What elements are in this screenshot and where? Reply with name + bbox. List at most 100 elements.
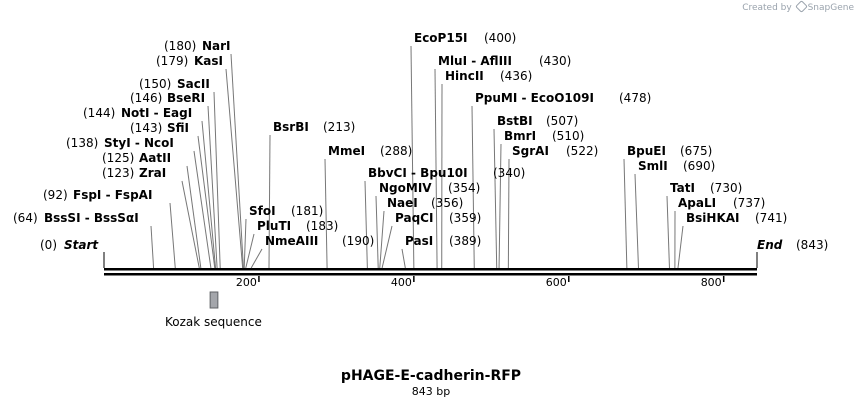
bmrI-cut-line [498,143,502,269]
bsiHKAI-position: (741) [755,211,787,225]
bseRI-cut-line [207,105,218,269]
sequence-backbone [103,252,758,276]
pasI-site-label[interactable]: PasI [405,234,433,248]
pluTI-position: (183) [306,219,338,233]
tatI-cut-line [666,195,670,269]
ecoP15I-position: (400) [484,31,516,45]
tick-label: 800 [701,276,722,289]
aatII-site-label[interactable]: AatII [139,151,171,165]
cut-site-lines [150,45,684,269]
bstBI-cut-line [493,128,498,269]
narI-cut-line [230,53,244,269]
bsrBI-site-label[interactable]: BsrBI [273,120,309,134]
kasI-position: (179) [156,54,188,68]
pluTI-cut-line [245,233,255,269]
nmeAIII-cut-line [250,248,263,269]
sgrAI-site-label[interactable]: SgrAI [512,144,549,158]
zraI-cut-line [181,180,200,269]
bssSI-site-label[interactable]: BssSI - BssSαI [44,211,139,225]
sacII-cut-line [213,91,221,269]
sfoI-cut-line [243,218,247,269]
fspI-position: (92) [43,188,68,202]
bmrI-site-label[interactable]: BmrI [504,129,536,143]
narI-site-label[interactable]: NarI [202,39,231,53]
ppuMI-cut-line [471,105,475,269]
notI-site-label[interactable]: NotI - EagI [121,106,192,120]
mluI-site-label[interactable]: MluI - AflIII [438,54,512,68]
styI-cut-line [193,150,212,269]
sfiI-position: (143) [130,121,162,135]
bstBI-position: (507) [546,114,578,128]
backbone-bottom-strand [104,273,757,276]
credit-brand: SnapGene [807,3,854,13]
sfiI-site-label[interactable]: SfiI [167,121,189,135]
paqCI-site-label[interactable]: PaqCI [395,211,433,225]
sfoI-position: (181) [291,204,323,218]
bsrBI-position: (213) [323,120,355,134]
sfoI-site-label[interactable]: SfoI [249,204,276,218]
hincII-site-label[interactable]: HincII [445,69,484,83]
naeI-site-label[interactable]: NaeI [387,196,418,210]
pluTI-site-label[interactable]: PluTI [257,219,291,233]
kasI-site-label[interactable]: KasI [194,54,223,68]
cut-site-labels: (180) NarI (179) KasI (150) SacII (146) BseRI (1… [13,31,787,248]
ngoMIV-site-label[interactable]: NgoMIV [379,181,432,195]
fspI-site-label[interactable]: FspI - FspAI [73,188,152,202]
bmrI-position: (510) [552,129,584,143]
bstBI-site-label[interactable]: BstBI [497,114,533,128]
mmeI-position: (288) [380,144,412,158]
bsrBI-cut-line [268,134,271,269]
ngoMIV-cut-line [375,195,379,269]
zraI-site-label[interactable]: ZraI [139,166,166,180]
apaLI-position: (737) [733,196,765,210]
narI-position: (180) [164,39,196,53]
bbvCI-cut-line [364,180,368,269]
mmeI-site-label[interactable]: MmeI [328,144,365,158]
tick-label: 400 [391,276,412,289]
ppuMI-site-label[interactable]: PpuMI - EcoO109I [475,91,594,105]
backbone-top-strand [104,268,757,271]
notI-position: (144) [83,106,115,120]
bbvCI-site-label[interactable]: BbvCI - Bpu10I [368,166,468,180]
kasI-cut-line [225,68,244,269]
hincII-position: (436) [500,69,532,83]
bseRI-site-label[interactable]: BseRI [167,91,205,105]
zraI-position: (123) [102,166,134,180]
smlI-site-label[interactable]: SmlI [638,159,668,173]
plasmid-length: 843 bp [411,385,451,398]
naeI-position: (356) [431,196,463,210]
apaLI-site-label[interactable]: ApaLI [678,196,716,210]
bseRI-position: (146) [130,91,162,105]
bpuEI-site-label[interactable]: BpuEI [627,144,666,158]
fspI-cut-line [169,202,176,269]
mmeI-cut-line [324,158,328,269]
tick-label: 600 [546,276,567,289]
paqCI-position: (359) [449,211,481,225]
bpuEI-position: (675) [680,144,712,158]
bsiHKAI-cut-line [677,225,684,269]
credit-prefix: Created by [742,3,792,13]
ecoP15I-site-label[interactable]: EcoP15I [414,31,468,45]
bbvCI-position: (340) [493,166,525,180]
start-position: (0) [40,238,57,252]
start-label: Start [64,238,99,252]
kozak-feature[interactable] [209,291,219,309]
sgrAI-cut-line [507,158,510,269]
notI-cut-line [201,120,217,269]
styI-site-label[interactable]: StyI - NcoI [104,136,174,150]
bpuEI-cut-line [623,158,628,269]
ppuMI-position: (478) [619,91,651,105]
tatI-site-label[interactable]: TatI [670,181,695,195]
scale-ticks: 200 400 600 800 [236,276,725,289]
smlI-cut-line [634,173,639,269]
pasI-position: (389) [449,234,481,248]
styI-position: (138) [66,136,98,150]
nmeAIII-site-label[interactable]: NmeAIII [265,234,318,248]
aatII-cut-line [186,165,202,269]
end-label: End [757,238,783,252]
sacII-site-label[interactable]: SacII [177,77,210,91]
plasmid-name: pHAGE-E-cadherin-RFP [340,368,522,384]
sacII-position: (150) [139,77,171,91]
bsiHKAI-site-label[interactable]: BsiHKAI [686,211,740,225]
